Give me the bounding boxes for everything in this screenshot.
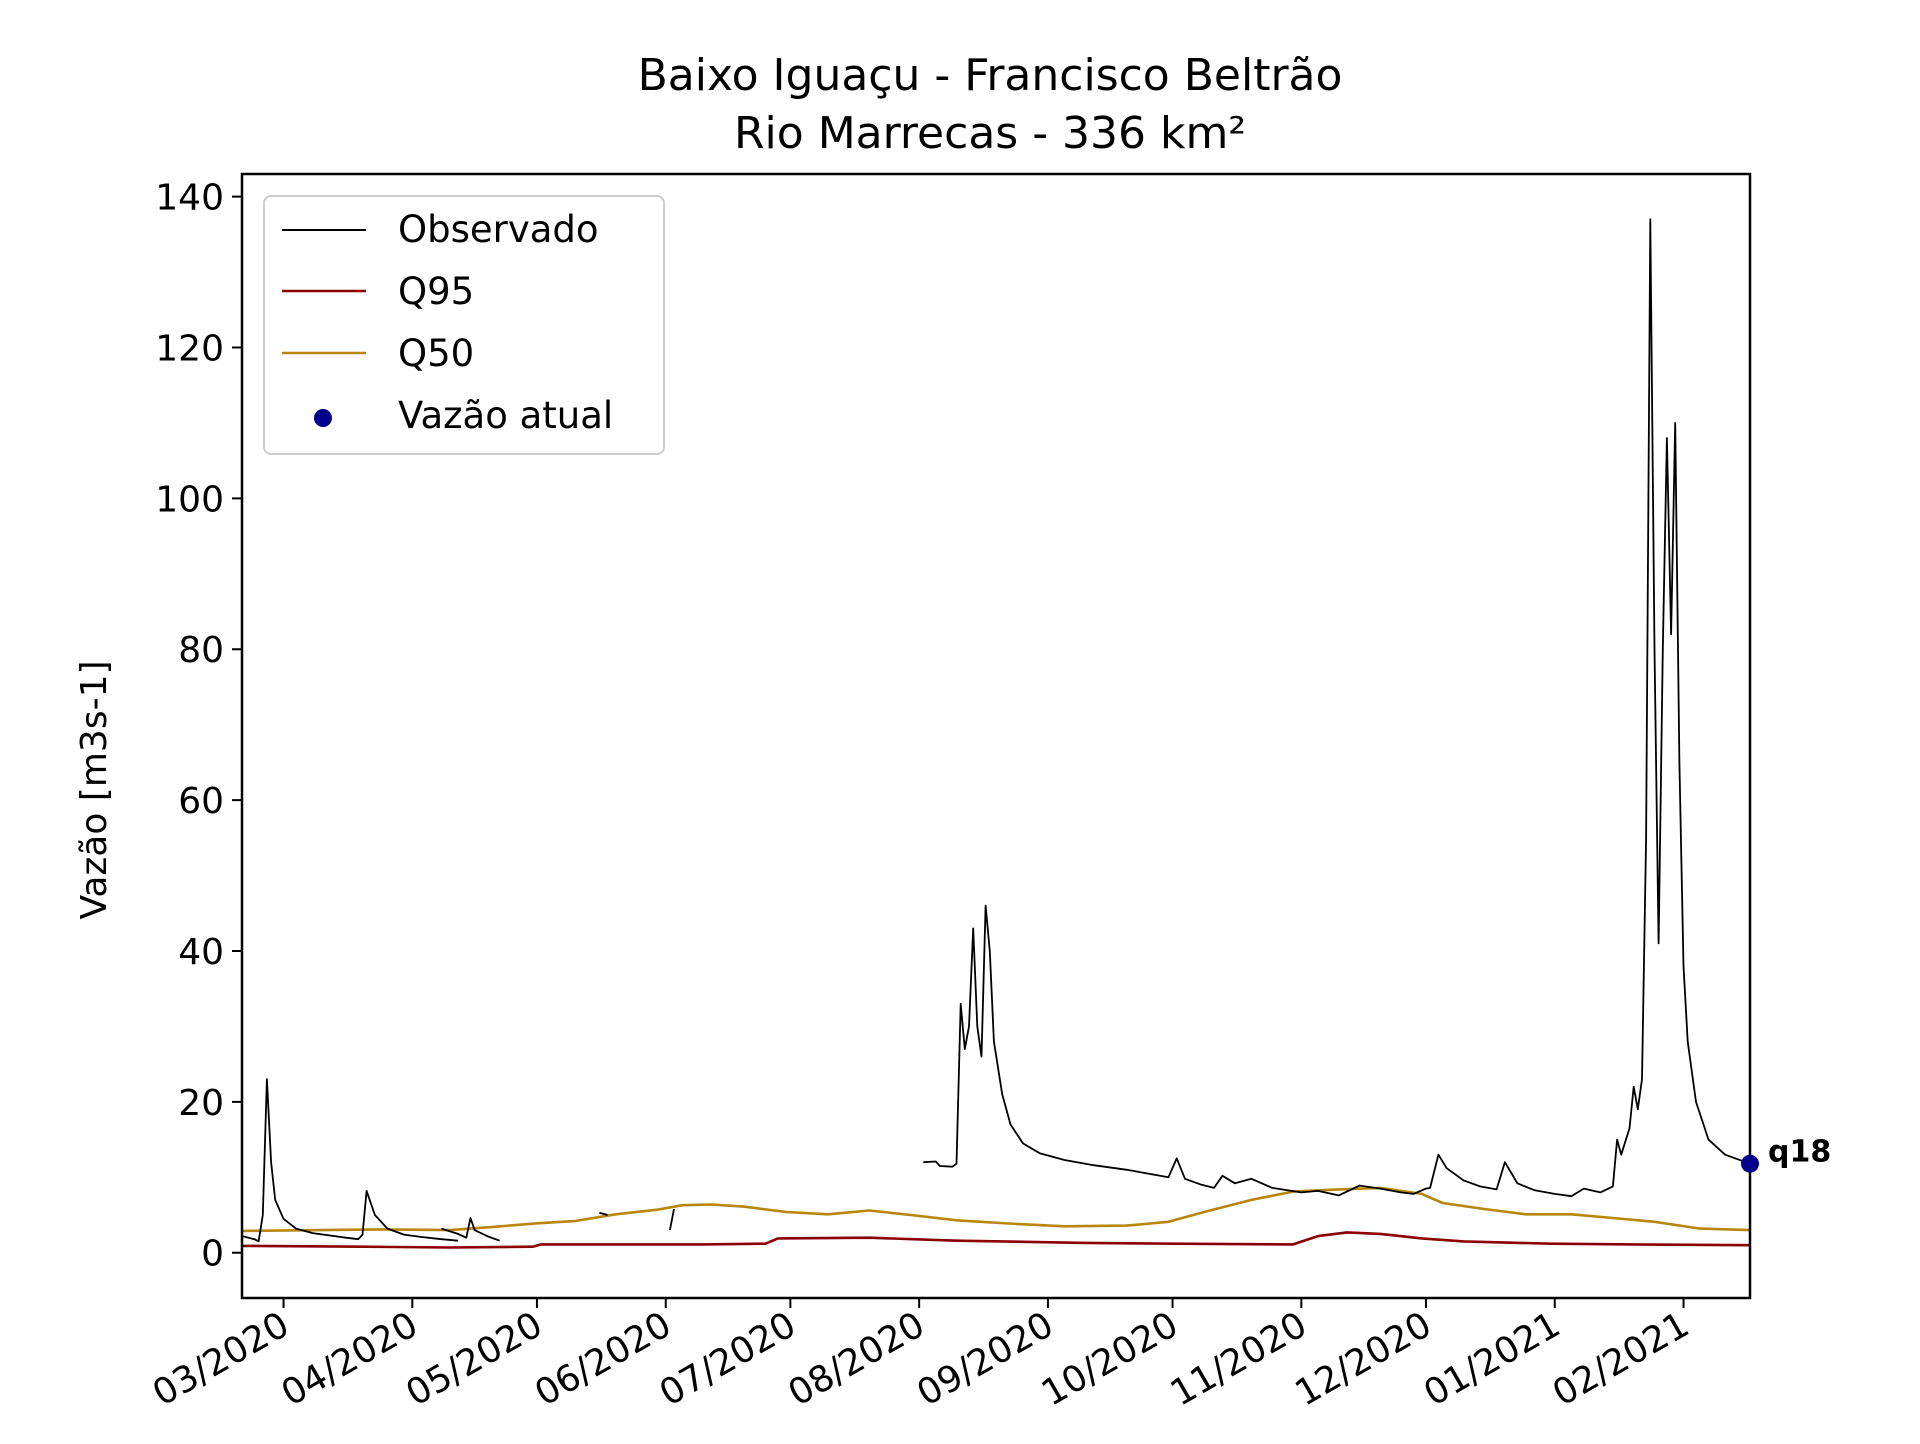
legend: Observado Q95 Q50 Vazão atual bbox=[263, 195, 665, 455]
series-line-observado-segment-4 bbox=[669, 1208, 675, 1231]
y-tick-label-120: 120 bbox=[155, 329, 224, 370]
y-tick-label-0: 0 bbox=[201, 1234, 224, 1275]
legend-observado-label: Observado bbox=[398, 208, 599, 251]
y-tick-label-20: 20 bbox=[178, 1083, 224, 1124]
chart-subtitle: Rio Marrecas - 336 km² bbox=[734, 108, 1246, 159]
y-tick-label-40: 40 bbox=[178, 932, 224, 973]
legend-vazao-atual-marker bbox=[314, 409, 332, 427]
series-line-observado-segment-2 bbox=[441, 1217, 500, 1242]
legend-q95-label: Q95 bbox=[398, 270, 474, 313]
legend-box bbox=[263, 195, 665, 455]
plot-frame bbox=[240, 172, 1752, 1300]
y-tick-label-140: 140 bbox=[155, 178, 224, 219]
legend-vazao-atual-label: Vazão atual bbox=[398, 394, 613, 437]
legend-q50-label: Q50 bbox=[398, 332, 474, 375]
series-line-q50 bbox=[242, 1186, 1750, 1233]
y-tick-label-100: 100 bbox=[155, 479, 224, 520]
y-tick-label-80: 80 bbox=[178, 630, 224, 671]
series-line-q95 bbox=[242, 1231, 1750, 1249]
y-axis-label: Vazão [m3s-1] bbox=[74, 660, 115, 919]
series-line-observado-segment-3 bbox=[599, 1211, 608, 1216]
series-layer bbox=[242, 218, 1750, 1249]
current-layer: q18 bbox=[1741, 1135, 1831, 1173]
chart-title: Baixo Iguaçu - Francisco Beltrão bbox=[638, 50, 1343, 101]
current-flow-marker bbox=[1741, 1154, 1759, 1173]
series-line-observado-segment-5 bbox=[923, 218, 1750, 1198]
y-tick-label-60: 60 bbox=[178, 781, 224, 822]
current-flow-label: q18 bbox=[1768, 1135, 1831, 1170]
series-line-observado-segment-1 bbox=[242, 1078, 459, 1243]
